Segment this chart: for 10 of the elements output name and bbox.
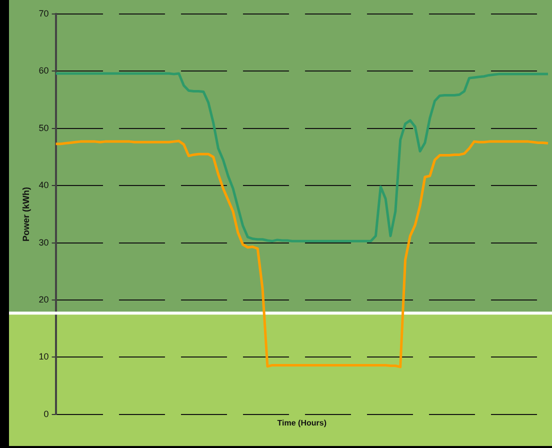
y-axis-title: Power (kWh) [20,186,31,242]
y-tick-label: 70 [38,8,49,18]
y-tick-label: 60 [38,66,49,76]
y-tick-label: 20 [38,294,49,304]
y-tick-label: 40 [38,180,49,190]
x-axis-title: Time (Hours) [277,418,327,428]
y-tick-label: 30 [38,237,49,248]
y-tick-label: 0 [44,408,49,419]
y-tick-label: 50 [38,122,49,133]
y-tick-label: 10 [38,352,49,362]
